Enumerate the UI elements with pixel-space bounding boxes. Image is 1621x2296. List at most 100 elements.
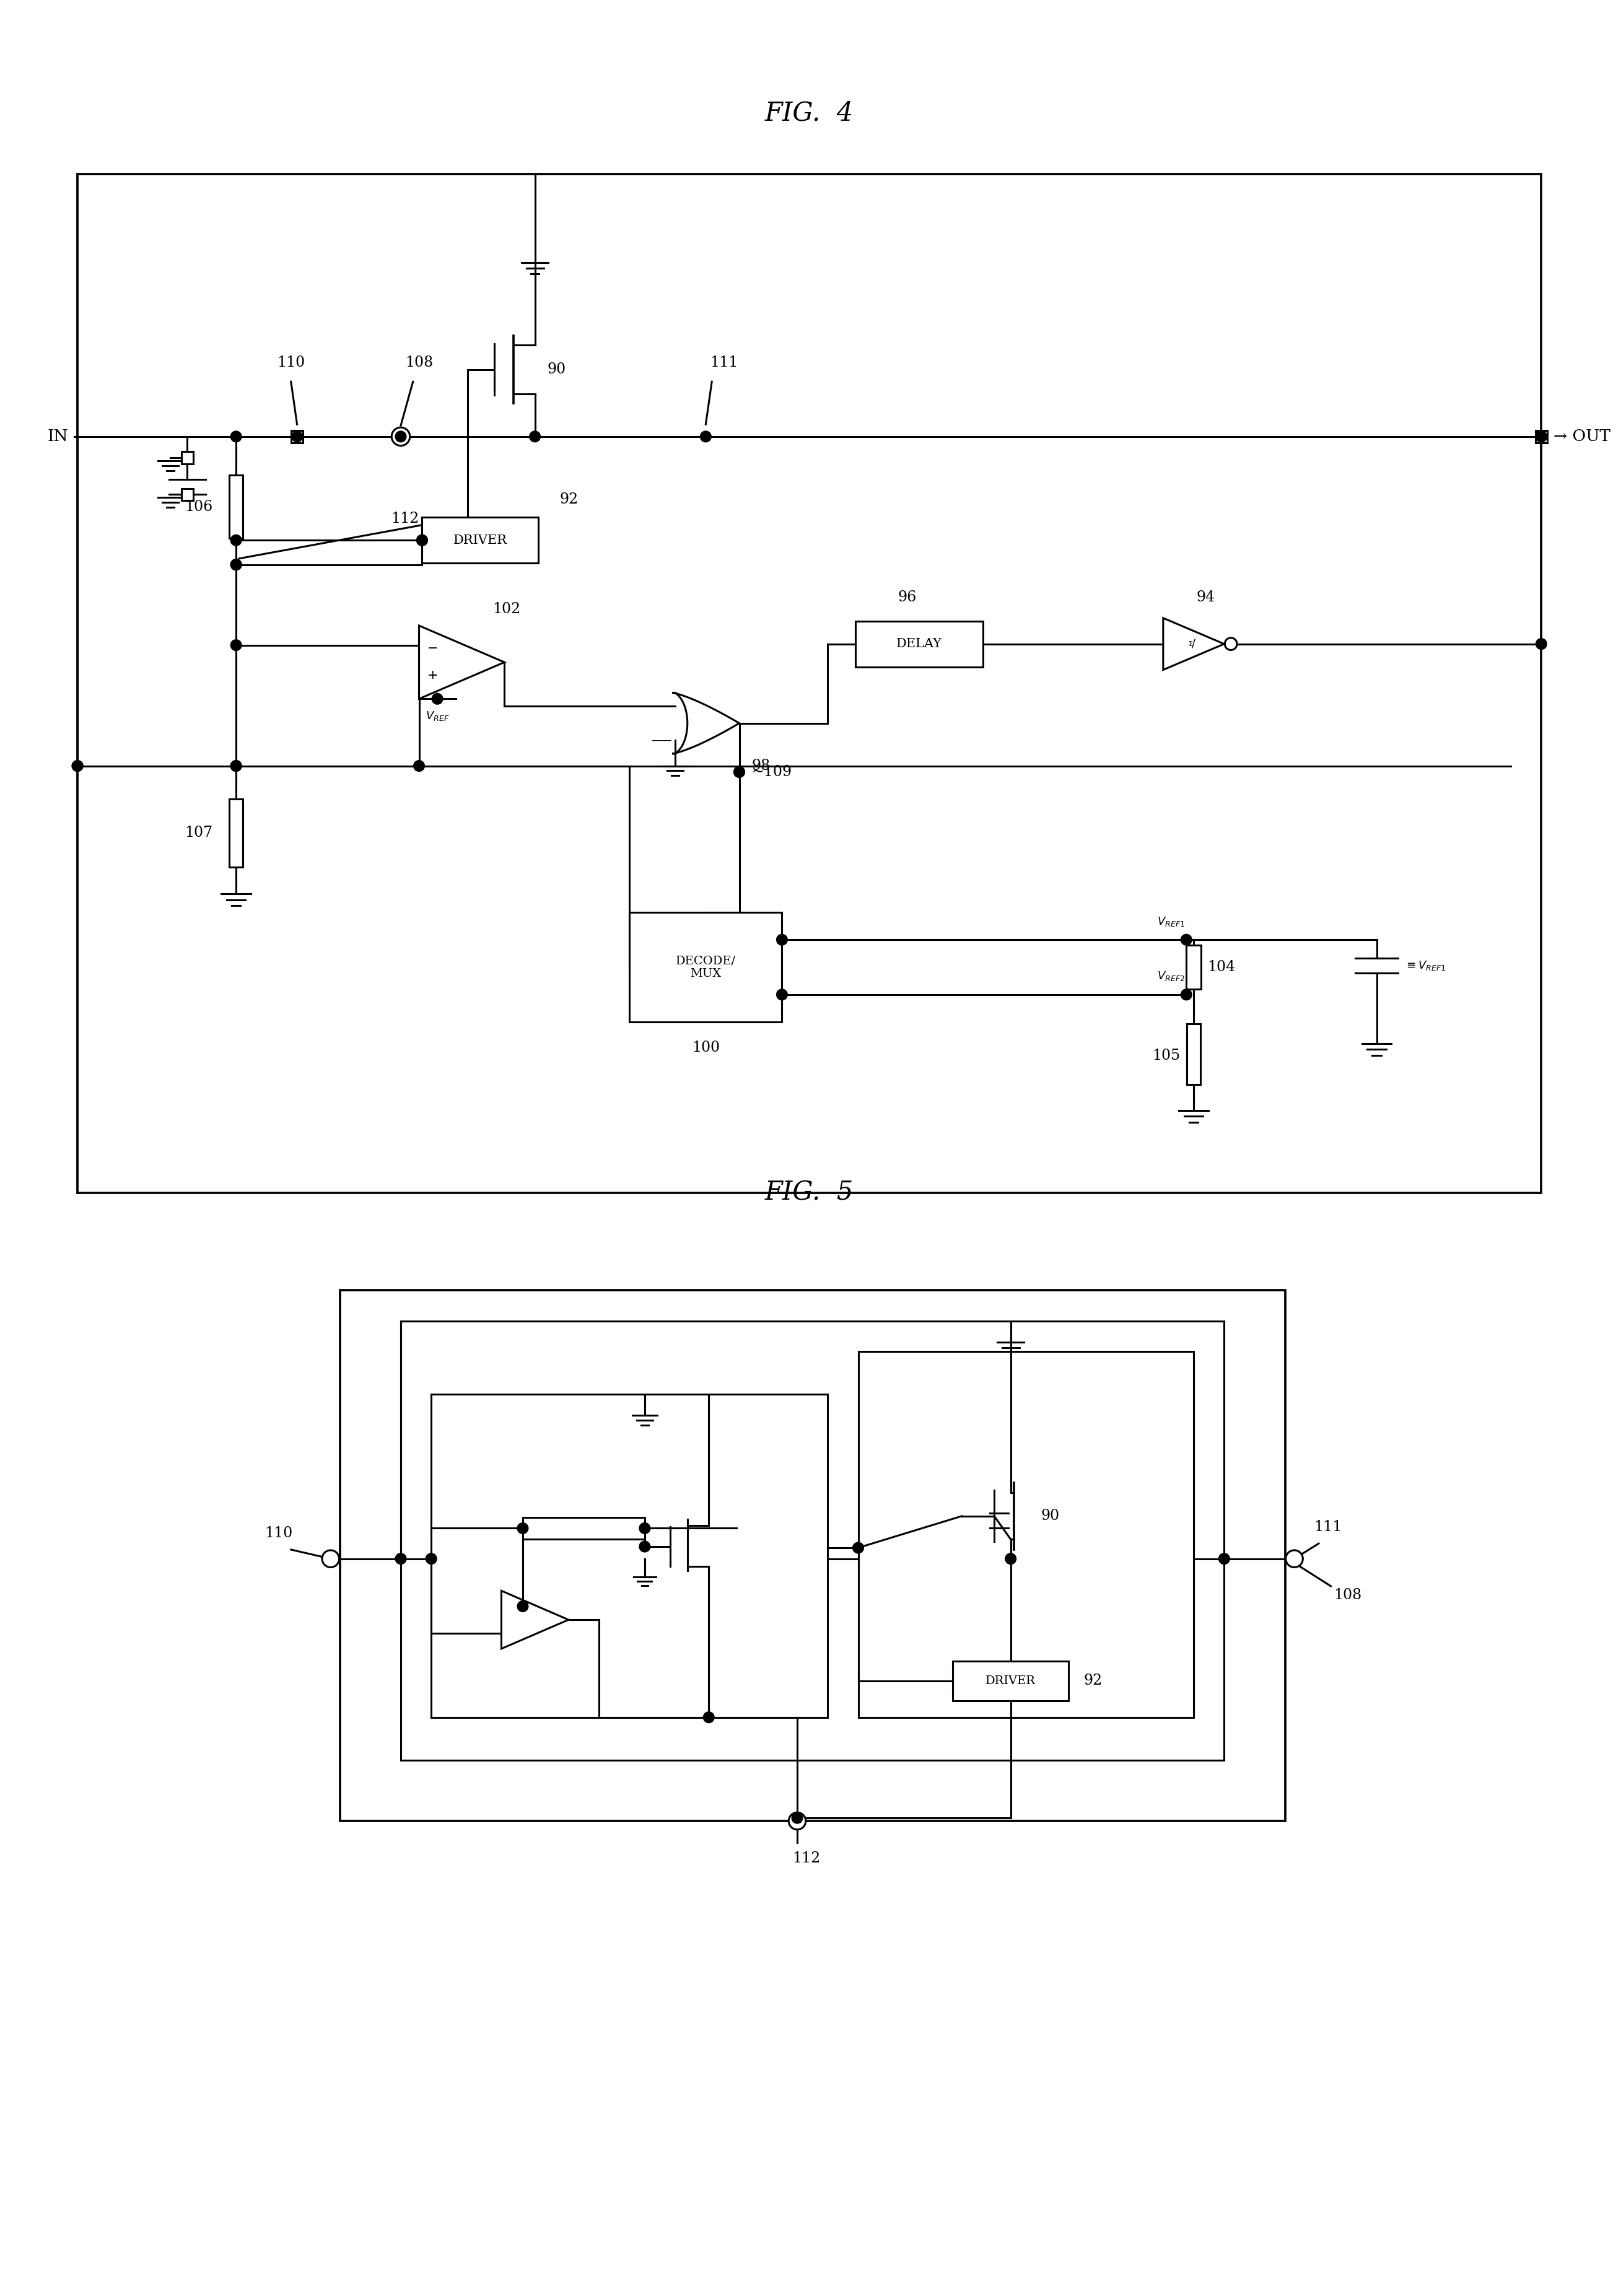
Text: ――: ―― xyxy=(652,735,671,744)
Text: 108: 108 xyxy=(405,356,433,370)
Circle shape xyxy=(530,432,540,443)
Circle shape xyxy=(396,432,407,443)
Bar xyxy=(421,517,538,563)
Text: Σ: Σ xyxy=(1188,641,1193,647)
Text: $V_{REF1}$: $V_{REF1}$ xyxy=(1157,916,1185,928)
Text: DECODE/
MUX: DECODE/ MUX xyxy=(676,955,736,978)
Circle shape xyxy=(71,760,83,771)
Polygon shape xyxy=(501,1591,569,1649)
Text: 104: 104 xyxy=(1208,960,1235,974)
Bar xyxy=(1187,946,1201,990)
Circle shape xyxy=(392,427,410,445)
Bar xyxy=(1187,1024,1201,1084)
Circle shape xyxy=(1535,432,1546,443)
Circle shape xyxy=(1180,934,1191,946)
Text: 94: 94 xyxy=(1196,590,1216,604)
Circle shape xyxy=(776,934,788,946)
Bar xyxy=(431,1394,828,1717)
Circle shape xyxy=(413,760,425,771)
Circle shape xyxy=(417,535,428,546)
Text: 111: 111 xyxy=(1313,1520,1342,1534)
Text: FIG.  4: FIG. 4 xyxy=(765,101,854,126)
Text: 108: 108 xyxy=(1334,1589,1362,1603)
Text: $V_{REF}$: $V_{REF}$ xyxy=(425,709,449,723)
Circle shape xyxy=(292,432,303,443)
Circle shape xyxy=(230,560,242,569)
Circle shape xyxy=(431,693,443,705)
Circle shape xyxy=(704,1713,715,1722)
Circle shape xyxy=(776,990,788,1001)
Text: DELAY: DELAY xyxy=(896,638,942,650)
Text: 98: 98 xyxy=(752,758,770,774)
Text: 92: 92 xyxy=(1084,1674,1102,1688)
Circle shape xyxy=(734,767,744,778)
Circle shape xyxy=(426,1554,436,1564)
Bar xyxy=(858,1352,1193,1717)
Bar xyxy=(522,1518,645,1538)
Circle shape xyxy=(734,767,744,778)
Circle shape xyxy=(1285,1550,1303,1568)
Bar xyxy=(1535,429,1548,443)
Text: FIG.  5: FIG. 5 xyxy=(765,1180,854,1205)
Circle shape xyxy=(230,560,242,569)
Text: $\equiv V_{REF1}$: $\equiv V_{REF1}$ xyxy=(1404,960,1446,971)
Text: 90: 90 xyxy=(548,363,566,377)
Circle shape xyxy=(791,1812,802,1823)
Text: −: − xyxy=(426,643,438,654)
Bar xyxy=(290,429,303,443)
Bar xyxy=(78,174,1542,1194)
Text: 107: 107 xyxy=(185,827,212,840)
Text: 100: 100 xyxy=(692,1040,720,1054)
Text: +: + xyxy=(426,670,438,682)
Circle shape xyxy=(230,432,242,443)
Text: /: / xyxy=(1191,638,1196,650)
Bar xyxy=(629,912,781,1022)
Circle shape xyxy=(1180,990,1191,1001)
Circle shape xyxy=(396,1554,407,1564)
Text: 112: 112 xyxy=(793,1851,820,1867)
Bar xyxy=(856,620,984,666)
Text: IN: IN xyxy=(47,429,68,445)
Circle shape xyxy=(1225,638,1237,650)
Circle shape xyxy=(853,1543,864,1554)
Bar xyxy=(182,489,193,501)
Circle shape xyxy=(71,760,83,771)
Bar xyxy=(340,1290,1285,1821)
Circle shape xyxy=(517,1522,528,1534)
Text: DRIVER: DRIVER xyxy=(986,1676,1036,1685)
Text: → OUT: → OUT xyxy=(1553,429,1611,445)
Text: 92: 92 xyxy=(559,491,579,507)
Text: 105: 105 xyxy=(1153,1049,1180,1063)
Text: $V_{REF2}$: $V_{REF2}$ xyxy=(1157,969,1185,983)
Circle shape xyxy=(1535,638,1546,650)
Circle shape xyxy=(230,641,242,650)
Bar xyxy=(229,799,243,868)
Circle shape xyxy=(417,535,428,546)
Bar xyxy=(400,1320,1224,1761)
Circle shape xyxy=(789,1812,806,1830)
Text: 111: 111 xyxy=(710,356,738,370)
Circle shape xyxy=(323,1550,339,1568)
Polygon shape xyxy=(673,693,739,753)
Circle shape xyxy=(639,1522,650,1534)
Circle shape xyxy=(230,760,242,771)
Text: 112: 112 xyxy=(391,512,420,526)
Circle shape xyxy=(230,760,242,771)
Text: 110: 110 xyxy=(264,1527,293,1541)
Text: DRIVER: DRIVER xyxy=(454,535,507,546)
Circle shape xyxy=(230,535,242,546)
Polygon shape xyxy=(1164,618,1224,670)
Text: 102: 102 xyxy=(493,602,520,618)
Text: 90: 90 xyxy=(1041,1508,1060,1522)
Polygon shape xyxy=(420,625,504,698)
Text: ~109: ~109 xyxy=(752,765,791,778)
Circle shape xyxy=(1219,1554,1230,1564)
Text: 96: 96 xyxy=(898,590,916,604)
Circle shape xyxy=(1005,1554,1016,1564)
Bar xyxy=(182,452,193,464)
Circle shape xyxy=(517,1600,528,1612)
Text: 106: 106 xyxy=(185,501,212,514)
Circle shape xyxy=(639,1541,650,1552)
Text: 110: 110 xyxy=(277,356,305,370)
Bar xyxy=(229,475,243,540)
